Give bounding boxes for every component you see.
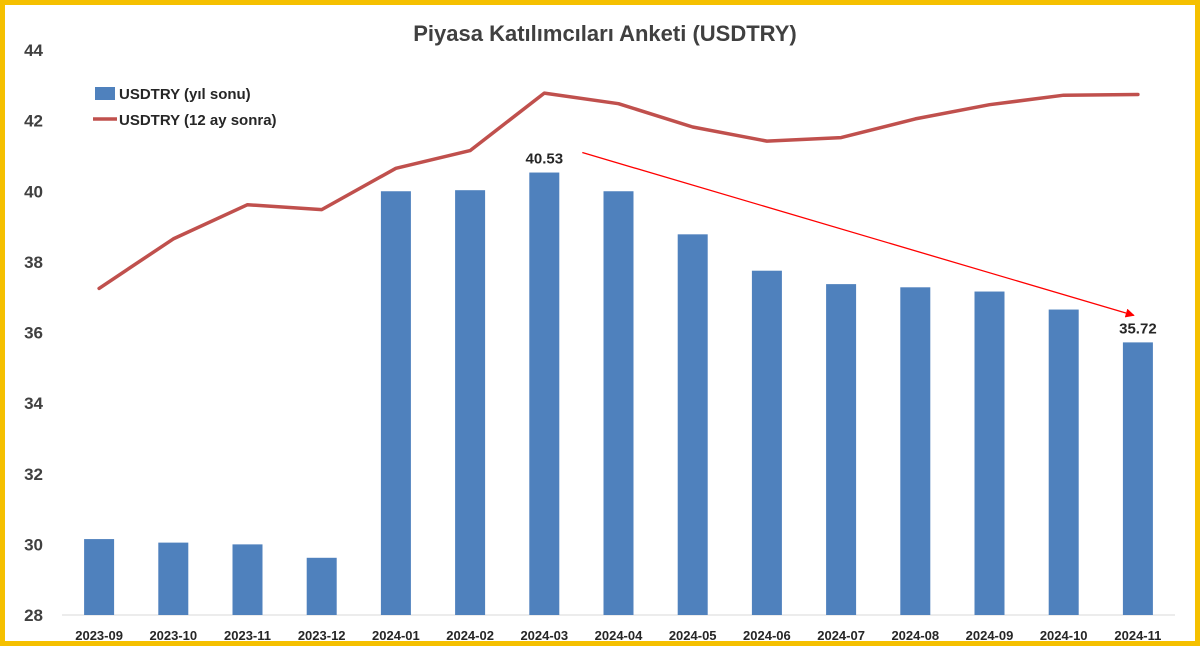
bar [232,544,263,615]
bar [1048,309,1079,615]
x-tick-label: 2024-05 [669,628,717,643]
line-series [97,91,1140,291]
x-tick-label: 2024-09 [966,628,1014,643]
x-tick-label: 2023-09 [75,628,123,643]
x-tick-label: 2023-10 [149,628,197,643]
data-label: 35.72 [1119,320,1157,337]
bar [306,557,337,615]
axis-layer: 28 30 32 34 36 38 40 42 44 2023-09 2023-10 2023-11 2… [24,41,1175,643]
annotation-layer: 40.53 35.72 [526,151,1157,338]
bar-series [84,172,1153,616]
bar [677,234,708,616]
y-tick-label: 42 [24,112,43,131]
chart-title: Piyasa Katılımcıları Anketi (USDTRY) [413,21,797,46]
bar [826,284,857,615]
y-tick-label: 40 [24,182,43,201]
bar [900,287,931,615]
x-tick-label: 2024-10 [1040,628,1088,643]
x-tick-label: 2024-04 [595,628,643,643]
series-line [97,91,1140,291]
legend: USDTRY (yıl sonu) USDTRY (12 ay sonra) [93,86,277,129]
x-tick-label: 2024-06 [743,628,791,643]
x-tick-label: 2024-11 [1114,628,1161,643]
legend-swatch-bar [95,87,115,100]
legend-label-line: USDTRY (12 ay sonra) [119,112,277,129]
x-tick-label: 2024-07 [817,628,865,643]
bar [603,191,634,615]
y-tick-label: 32 [24,465,43,484]
y-tick-label: 30 [24,535,43,554]
x-tick-label: 2024-01 [372,628,420,643]
data-label: 40.53 [526,151,564,168]
y-tick-label: 38 [24,253,43,272]
x-tick-label: 2024-02 [446,628,494,643]
y-tick-label: 44 [24,41,43,60]
bar [158,542,189,615]
trend-arrow [582,151,1135,318]
y-tick-label: 34 [24,394,43,413]
x-tick-label: 2024-08 [891,628,939,643]
y-tick-label: 28 [24,606,43,625]
legend-label-bar: USDTRY (yıl sonu) [119,86,251,103]
bar [751,270,782,615]
x-tick-label: 2023-12 [298,628,346,643]
bar [529,172,560,616]
x-tick-label: 2023-11 [224,628,271,643]
x-tick-label: 2024-03 [520,628,568,643]
bar [84,539,115,615]
bar [974,291,1005,615]
bar [380,191,411,615]
usdtry-survey-chart: Piyasa Katılımcıları Anketi (USDTRY) 28 3… [24,21,1175,643]
bar [1122,342,1153,615]
y-tick-label: 36 [24,324,43,343]
bar [455,190,486,616]
